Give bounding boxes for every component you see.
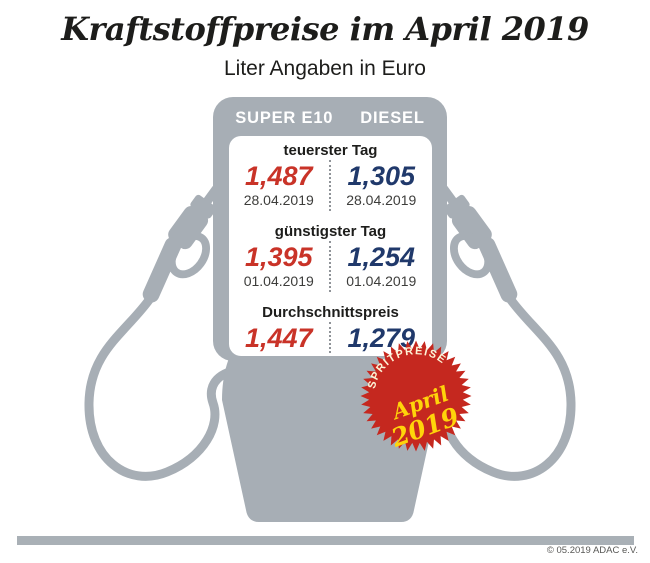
super-e10-cell: 1,395 01.04.2019 [229,241,331,292]
super-e10-cell: 1,487 28.04.2019 [229,160,331,211]
super-e10-cell: 1,447 [229,322,331,353]
super-e10-price: 1,395 [244,242,313,272]
diesel-cell: 1,305 28.04.2019 [331,160,433,211]
price-section-guenstigster-tag: günstigster Tag 1,395 01.04.2019 1,254 0… [229,223,432,292]
spritpreise-badge: SPRITPREISE April 2019 [357,333,472,453]
diesel-date: 28.04.2019 [346,192,417,208]
section-label: günstigster Tag [274,223,387,240]
diesel-cell: 1,254 01.04.2019 [331,241,433,292]
diesel-price: 1,254 [347,242,416,272]
left-nozzle [142,185,221,303]
page-subtitle: Liter Angaben in Euro [224,57,426,80]
super-e10-date: 28.04.2019 [243,192,314,208]
left-hose [84,295,245,481]
footer-divider-bar [17,536,634,545]
badge-starburst [360,340,472,452]
price-section-teuerster-tag: teuerster Tag 1,487 28.04.2019 1,305 28.… [229,142,432,211]
diesel-price: 1,305 [347,161,416,191]
price-row: 1,487 28.04.2019 1,305 28.04.2019 [229,160,432,211]
diesel-cell: 1,279 [331,322,433,353]
fuel-type-header: SUPER E10 DIESEL [213,109,447,128]
price-section-durchschnittspreis: Durchschnittspreis 1,447 1,279 [229,304,432,353]
super-e10-date: 01.04.2019 [243,273,314,289]
column-diesel-label: DIESEL [360,109,425,127]
section-label: teuerster Tag [283,142,378,159]
super-e10-price: 1,487 [244,161,313,191]
price-display-panel: teuerster Tag 1,487 28.04.2019 1,305 28.… [229,136,432,356]
diesel-date: 01.04.2019 [346,273,417,289]
page-title: Kraftstoffpreise im April 2019 [61,10,589,48]
column-super-e10-label: SUPER E10 [235,109,334,127]
section-label: Durchschnittspreis [262,304,399,321]
super-e10-price: 1,447 [244,323,313,353]
diesel-price: 1,279 [347,323,416,353]
copyright-text: © 05.2019 ADAC e.V. [546,545,638,556]
price-row: 1,395 01.04.2019 1,254 01.04.2019 [229,241,432,292]
price-row: 1,447 1,279 [229,322,432,353]
